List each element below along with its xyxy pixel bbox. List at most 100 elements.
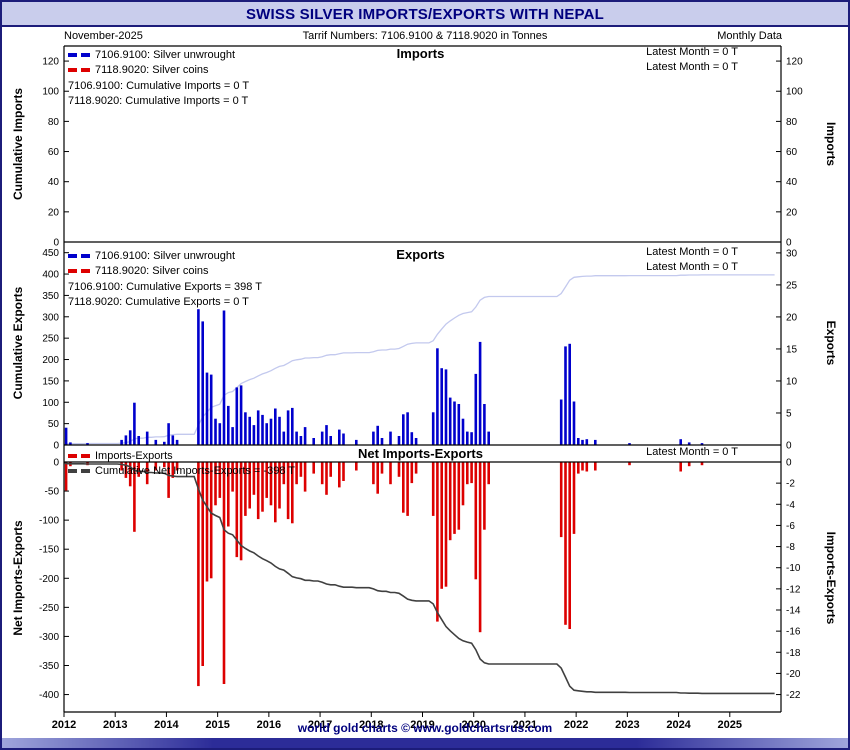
svg-text:400: 400 — [42, 270, 59, 281]
header: SWISS SILVER IMPORTS/EXPORTS WITH NEPAL — [2, 2, 848, 27]
svg-text:-20: -20 — [786, 669, 801, 680]
svg-text:-300: -300 — [39, 632, 59, 643]
svg-text:200: 200 — [42, 355, 59, 366]
svg-text:-2: -2 — [786, 479, 795, 490]
cumulative-annotation: 7118.9020: Cumulative Exports = 0 T — [68, 296, 249, 309]
bottom-gradient-bar — [2, 738, 848, 748]
legend-item: 7106.9100: Silver unwrought — [68, 47, 249, 63]
svg-text:2014: 2014 — [154, 719, 179, 731]
imports-latest: Latest Month = 0 T Latest Month = 0 T — [646, 45, 738, 74]
svg-text:-10: -10 — [786, 563, 801, 574]
svg-text:2012: 2012 — [52, 719, 76, 731]
period-label: Monthly Data — [717, 30, 782, 42]
legend-item: Cumulative Net Imports-Exports = -398 T — [68, 464, 295, 480]
svg-text:-8: -8 — [786, 542, 795, 553]
svg-text:-4: -4 — [786, 500, 795, 511]
svg-text:20: 20 — [786, 312, 798, 323]
subheader: November-2025 Tarrif Numbers: 7106.9100 … — [2, 30, 848, 45]
svg-text:100: 100 — [786, 87, 803, 98]
svg-text:-12: -12 — [786, 584, 801, 595]
exports-panel-title: Exports — [396, 247, 445, 262]
svg-text:2020: 2020 — [461, 719, 485, 731]
svg-text:40: 40 — [48, 177, 60, 188]
svg-text:-18: -18 — [786, 648, 801, 659]
svg-text:-14: -14 — [786, 605, 801, 616]
svg-text:2016: 2016 — [257, 719, 281, 731]
svg-text:20: 20 — [48, 207, 60, 218]
svg-text:2025: 2025 — [718, 719, 742, 731]
exports-legend: 7106.9100: Silver unwrought 7118.9020: S… — [68, 248, 262, 310]
date-label: November-2025 — [64, 30, 143, 42]
svg-text:-400: -400 — [39, 690, 59, 701]
svg-text:10: 10 — [786, 376, 798, 387]
net-latest: Latest Month = 0 T — [646, 445, 738, 460]
svg-text:-22: -22 — [786, 690, 801, 701]
tariff-label: Tarrif Numbers: 7106.9100 & 7118.9020 in… — [302, 30, 548, 42]
svg-text:0: 0 — [786, 441, 792, 452]
legend-label: 7118.9020: Silver coins — [95, 265, 209, 278]
svg-text:15: 15 — [786, 344, 798, 355]
svg-text:20: 20 — [786, 207, 798, 218]
svg-text:50: 50 — [48, 419, 60, 430]
svg-text:2017: 2017 — [308, 719, 332, 731]
net-panel-title: Net Imports-Exports — [358, 446, 483, 461]
svg-text:-150: -150 — [39, 545, 59, 556]
svg-text:-50: -50 — [45, 487, 60, 498]
net-right-axis-title: Imports-Exports — [824, 531, 838, 625]
svg-text:30: 30 — [786, 248, 798, 259]
svg-text:2015: 2015 — [205, 719, 229, 731]
imports-right-axis-title: Imports — [824, 121, 838, 167]
svg-text:120: 120 — [786, 57, 803, 68]
legend-label: 7106.9100: Silver unwrought — [95, 249, 236, 262]
unwrought-line-icon — [68, 253, 90, 258]
svg-text:-6: -6 — [786, 521, 795, 532]
svg-text:350: 350 — [42, 291, 59, 302]
coins-line-icon — [68, 269, 90, 274]
svg-text:25: 25 — [786, 280, 798, 291]
page-title: SWISS SILVER IMPORTS/EXPORTS WITH NEPAL — [245, 6, 605, 23]
svg-text:80: 80 — [48, 117, 60, 128]
svg-text:0: 0 — [786, 458, 792, 469]
svg-text:-16: -16 — [786, 627, 801, 638]
svg-text:2022: 2022 — [564, 719, 588, 731]
svg-text:0: 0 — [786, 238, 792, 249]
svg-text:60: 60 — [48, 147, 60, 158]
svg-text:120: 120 — [42, 57, 59, 68]
imports-left-axis-title: Cumulative Imports — [11, 87, 25, 201]
svg-text:2018: 2018 — [359, 719, 383, 731]
svg-text:-250: -250 — [39, 603, 59, 614]
latest-month-label: Latest Month = 0 T — [646, 446, 738, 458]
net-legend: Imports-Exports Cumulative Net Imports-E… — [68, 448, 295, 479]
svg-text:150: 150 — [42, 376, 59, 387]
svg-text:-100: -100 — [39, 516, 59, 527]
svg-text:250: 250 — [42, 334, 59, 345]
net-bar-line-icon — [68, 453, 90, 458]
svg-text:0: 0 — [53, 458, 59, 469]
latest-month-label: Latest Month = 0 T — [646, 246, 738, 258]
legend-label: 7118.9020: Silver coins — [95, 64, 209, 77]
svg-text:2023: 2023 — [615, 719, 639, 731]
unwrought-line-icon — [68, 52, 90, 57]
legend-item: 7106.9100: Silver unwrought — [68, 248, 262, 264]
exports-right-axis-title: Exports — [824, 320, 838, 366]
cumulative-annotation: 7106.9100: Cumulative Imports = 0 T — [68, 79, 250, 92]
footer-credit: world gold charts © www.goldchartsrus.co… — [297, 721, 553, 735]
legend-label: 7106.9100: Silver unwrought — [95, 48, 236, 61]
legend-label: Cumulative Net Imports-Exports = -398 T — [95, 465, 296, 478]
svg-text:300: 300 — [42, 312, 59, 323]
svg-text:2019: 2019 — [410, 719, 434, 731]
svg-text:5: 5 — [786, 408, 792, 419]
cumulative-annotation: 7118.9020: Cumulative Imports = 0 T — [68, 95, 249, 108]
coins-line-icon — [68, 68, 90, 73]
svg-text:0: 0 — [53, 441, 59, 452]
latest-month-label: Latest Month = 0 T — [646, 260, 738, 273]
latest-month-label: Latest Month = 0 T — [646, 60, 738, 73]
exports-latest: Latest Month = 0 T Latest Month = 0 T — [646, 245, 738, 274]
imports-panel-title: Imports — [396, 46, 445, 61]
svg-text:80: 80 — [786, 117, 798, 128]
legend-item: 7118.9020: Silver coins — [68, 264, 262, 280]
net-cumulative-line-icon — [68, 469, 90, 474]
legend-item: Imports-Exports — [68, 448, 295, 464]
